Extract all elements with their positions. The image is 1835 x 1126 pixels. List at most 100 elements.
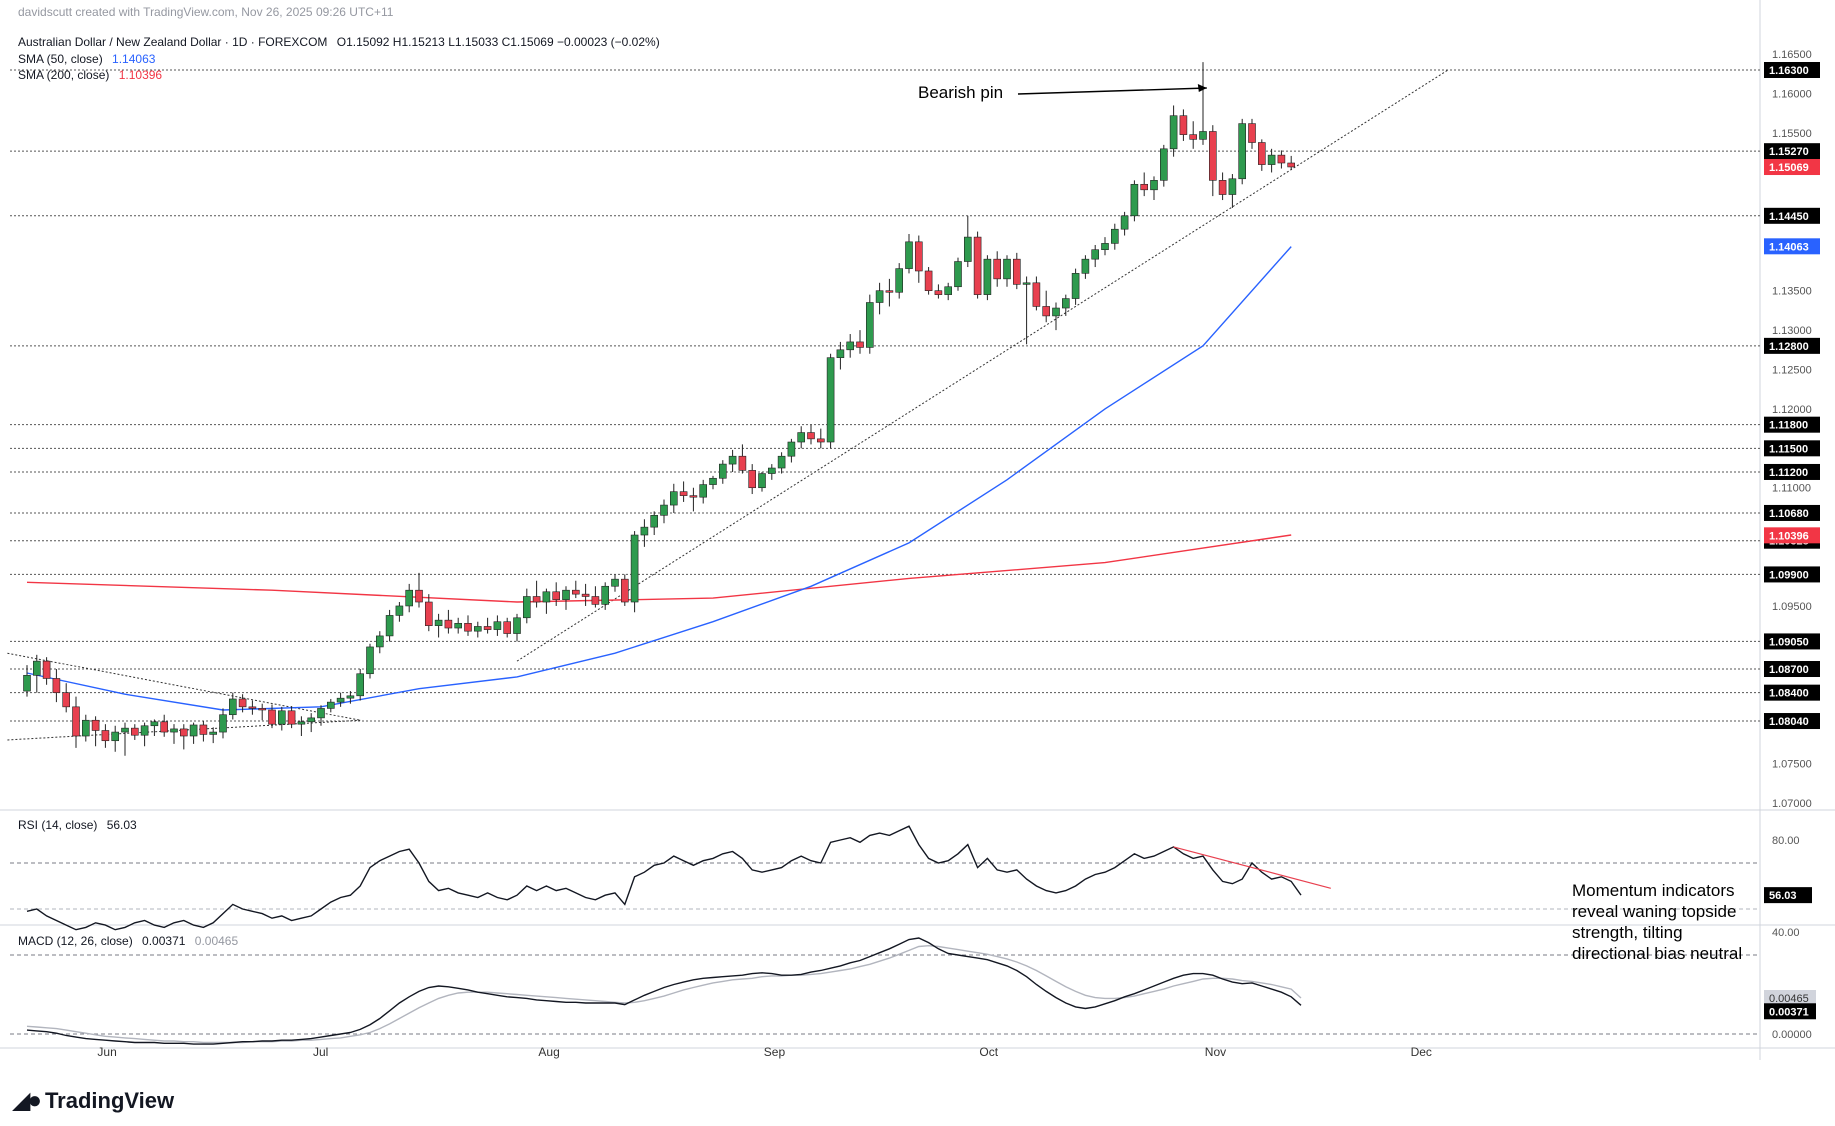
level-label-box <box>1764 337 1820 354</box>
candle-body <box>1032 282 1041 307</box>
candle-body <box>865 302 874 348</box>
candle-body <box>1277 154 1286 164</box>
macd-legend[interactable]: MACD (12, 26, close) 0.00371 0.00465 <box>18 933 244 949</box>
candle-body <box>268 709 276 725</box>
candle-body <box>826 357 835 443</box>
candle-body <box>150 721 159 727</box>
candle-body <box>689 495 698 498</box>
macd-line <box>26 937 1302 1045</box>
x-axis-label: Dec <box>1411 1045 1432 1059</box>
macd-label: MACD (12, 26, close) <box>18 934 133 948</box>
candle-body <box>513 617 521 634</box>
rsi-value: 56.03 <box>106 818 137 832</box>
momentum-line-4: directional bias neutral <box>1572 944 1743 963</box>
price-tag-label: 1.10396 <box>1769 530 1809 542</box>
candle-body <box>336 697 345 703</box>
candle-body <box>1052 307 1060 317</box>
x-axis-label: Jul <box>313 1045 328 1059</box>
candle-body <box>1287 162 1295 168</box>
tradingview-logo[interactable]: ◢● TradingView <box>12 1086 174 1115</box>
candle-body <box>1228 178 1237 195</box>
level-label-box <box>1764 713 1820 730</box>
candle-body <box>1130 183 1139 217</box>
macd-tick-label: 0.00000 <box>1772 1029 1812 1041</box>
candle-body <box>1003 258 1011 280</box>
candle-body <box>62 692 71 708</box>
price-tick-label: 1.13000 <box>1772 325 1812 337</box>
x-axis-label: Sep <box>764 1045 786 1059</box>
candle-body <box>385 615 394 637</box>
candle-body <box>346 695 355 699</box>
rsi-tick-label: 40.00 <box>1772 927 1800 939</box>
candle-body <box>993 258 1002 280</box>
macd-current-label: 0.00371 <box>1769 1006 1809 1018</box>
macd-value: 0.00371 <box>142 934 186 948</box>
candle-body <box>356 673 365 697</box>
candle-body <box>718 463 727 479</box>
candle-body <box>503 621 512 634</box>
candle-body <box>777 455 786 469</box>
level-label: 1.16300 <box>1769 65 1809 77</box>
level-label: 1.11500 <box>1769 443 1808 455</box>
candle-body <box>297 721 306 725</box>
x-axis-label: Jun <box>97 1045 116 1059</box>
symbol-title[interactable]: Australian Dollar / New Zealand Dollar ·… <box>18 35 328 49</box>
level-label: 1.08700 <box>1769 664 1809 676</box>
level-label-box <box>1764 684 1820 701</box>
level-label: 1.09900 <box>1769 569 1809 581</box>
price-tag-label: 1.15069 <box>1769 162 1809 174</box>
rsi-line <box>26 825 1302 931</box>
candle-body <box>885 290 894 293</box>
candle-body <box>669 491 678 506</box>
candle-body <box>846 341 855 351</box>
level-label-box <box>1764 633 1820 650</box>
candle-body <box>895 268 904 293</box>
sma50-legend[interactable]: SMA (50, close) 1.14063 <box>18 51 161 67</box>
rsi-legend[interactable]: RSI (14, close) 56.03 <box>18 817 143 833</box>
level-label: 1.09050 <box>1769 636 1809 648</box>
price-tag-box <box>1764 527 1820 544</box>
candle-body <box>914 241 923 272</box>
macd-signal-line <box>26 944 1302 1044</box>
candle-body <box>140 725 149 736</box>
candle-body <box>856 341 864 348</box>
x-axis-label: Oct <box>979 1045 998 1059</box>
candle-body <box>591 596 600 605</box>
candle-body <box>983 258 992 295</box>
candle-body <box>189 724 198 737</box>
level-label: 1.14450 <box>1769 211 1809 223</box>
momentum-line-1: Momentum indicators <box>1572 881 1735 900</box>
candle-body <box>131 727 139 736</box>
level-label: 1.11200 <box>1769 467 1808 479</box>
price-tick-label: 1.07000 <box>1772 798 1812 810</box>
candle-body <box>91 719 100 731</box>
x-axis-label: Nov <box>1205 1045 1226 1059</box>
candle-body <box>1238 123 1246 180</box>
rsi-current-box <box>1764 887 1812 904</box>
sma200-legend[interactable]: SMA (200, close) 1.10396 <box>18 67 168 83</box>
price-tick-label: 1.16500 <box>1772 49 1812 61</box>
candle-body <box>180 728 188 737</box>
created-by-text: davidscutt created with TradingView.com,… <box>18 5 394 19</box>
candle-body <box>542 591 551 603</box>
price-tick-label: 1.12000 <box>1772 404 1812 416</box>
candle-body <box>1248 123 1256 143</box>
candle-body <box>1042 306 1050 317</box>
candle-body <box>111 731 119 742</box>
candle-body <box>767 467 776 474</box>
candle-body <box>82 719 90 737</box>
candle-body <box>464 622 472 632</box>
candle-body <box>72 706 80 737</box>
candle-body <box>1012 258 1021 285</box>
candle-body <box>1062 298 1070 309</box>
ohlc-values: O1.15092 H1.15213 L1.15033 C1.15069 −0.0… <box>336 35 660 49</box>
candle-body <box>816 438 825 443</box>
price-tag-label: 1.14063 <box>1769 241 1809 253</box>
candle-body <box>1081 258 1090 274</box>
macd-signal-value: 0.00465 <box>194 934 239 948</box>
sma50-label: SMA (50, close) <box>18 52 103 66</box>
rsi-current-label: 56.03 <box>1769 890 1797 902</box>
candle-body <box>209 731 217 735</box>
tradingview-logo-icon: ◢● <box>12 1087 42 1114</box>
